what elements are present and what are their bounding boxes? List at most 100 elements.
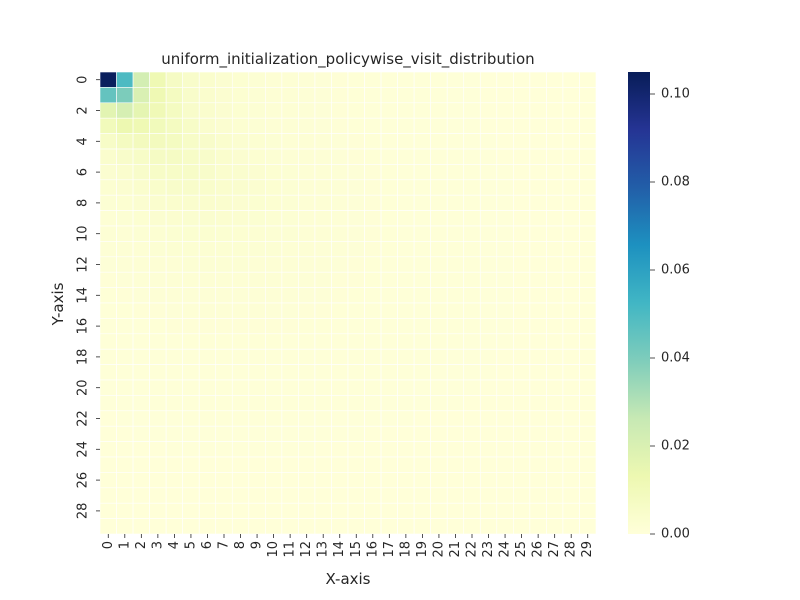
heatmap-cell — [100, 72, 117, 87]
heatmap-cell — [100, 87, 117, 102]
heatmap-cell — [298, 411, 315, 426]
heatmap-cell — [414, 118, 431, 133]
heatmap-cell — [513, 257, 530, 272]
heatmap-cell — [530, 349, 547, 364]
heatmap-cell — [447, 257, 464, 272]
heatmap-cell — [150, 288, 167, 303]
heatmap-cell — [447, 211, 464, 226]
heatmap-cell — [100, 226, 117, 241]
heatmap-cell — [447, 149, 464, 164]
heatmap-cell — [249, 349, 266, 364]
heatmap-cell — [249, 426, 266, 441]
heatmap-cell — [183, 103, 200, 118]
heatmap-cell — [282, 72, 299, 87]
heatmap-cell — [464, 426, 481, 441]
heatmap-cell — [216, 380, 233, 395]
heatmap-cell — [265, 288, 282, 303]
heatmap-cell — [166, 503, 183, 518]
heatmap-cell — [298, 519, 315, 534]
heatmap-cell — [513, 457, 530, 472]
colorbar-tick-label: 0.00 — [661, 527, 690, 542]
heatmap-cell — [183, 303, 200, 318]
heatmap-cell — [513, 272, 530, 287]
heatmap-cell — [365, 118, 382, 133]
heatmap-cell — [530, 257, 547, 272]
y-tick-label: 10 — [76, 225, 91, 242]
heatmap-cell — [414, 288, 431, 303]
heatmap-cell — [398, 519, 415, 534]
x-tick-label: 5 — [183, 541, 198, 549]
colorbar-tick-label: 0.02 — [661, 439, 690, 454]
heatmap-cell — [183, 118, 200, 133]
heatmap-cell — [513, 226, 530, 241]
heatmap-cell — [298, 180, 315, 195]
heatmap-cell — [464, 318, 481, 333]
heatmap-cell — [365, 72, 382, 87]
heatmap-cell — [331, 118, 348, 133]
x-tick-label: 23 — [481, 541, 496, 558]
heatmap-cell — [513, 288, 530, 303]
heatmap-cell — [265, 411, 282, 426]
heatmap-cell — [530, 426, 547, 441]
heatmap-cell — [249, 103, 266, 118]
heatmap-cell — [298, 303, 315, 318]
heatmap-cell — [431, 411, 448, 426]
heatmap-cell — [365, 318, 382, 333]
heatmap-cell — [497, 87, 514, 102]
heatmap-cell — [199, 488, 216, 503]
heatmap-cell — [166, 257, 183, 272]
heatmap-cell — [100, 488, 117, 503]
heatmap-cell — [530, 395, 547, 410]
heatmap-cell — [117, 349, 134, 364]
heatmap-cell — [249, 411, 266, 426]
heatmap-cell — [199, 211, 216, 226]
heatmap-cell — [183, 395, 200, 410]
heatmap-cell — [166, 488, 183, 503]
heatmap-cell — [183, 241, 200, 256]
heatmap-cell — [381, 180, 398, 195]
heatmap-cell — [150, 411, 167, 426]
heatmap-cell — [216, 442, 233, 457]
heatmap-cell — [414, 488, 431, 503]
heatmap-cell — [298, 318, 315, 333]
heatmap-cell — [546, 272, 563, 287]
heatmap-cell — [398, 365, 415, 380]
heatmap-cell — [199, 103, 216, 118]
heatmap-cell — [199, 72, 216, 87]
heatmap-cell — [298, 149, 315, 164]
heatmap-cell — [414, 503, 431, 518]
heatmap-cell — [232, 411, 249, 426]
heatmap-cell — [150, 195, 167, 210]
heatmap-cell — [315, 365, 332, 380]
heatmap-cell — [100, 211, 117, 226]
heatmap-cell — [381, 226, 398, 241]
heatmap-cell — [150, 488, 167, 503]
heatmap-cell — [199, 519, 216, 534]
colorbar-tick-label: 0.10 — [661, 87, 690, 102]
heatmap-cell — [265, 349, 282, 364]
y-tick-label: 24 — [76, 441, 91, 458]
heatmap-cell — [183, 365, 200, 380]
heatmap-cell — [199, 365, 216, 380]
heatmap-cell — [265, 72, 282, 87]
heatmap-cell — [150, 257, 167, 272]
heatmap-cell — [166, 103, 183, 118]
heatmap-cell — [166, 349, 183, 364]
heatmap-cell — [117, 211, 134, 226]
heatmap-cell — [232, 318, 249, 333]
heatmap-cell — [150, 164, 167, 179]
heatmap-cell — [117, 87, 134, 102]
heatmap-cell — [100, 472, 117, 487]
heatmap-cell — [298, 472, 315, 487]
heatmap-cell — [232, 103, 249, 118]
heatmap-cell — [530, 226, 547, 241]
heatmap-cell — [431, 334, 448, 349]
heatmap-cell — [216, 318, 233, 333]
heatmap-cell — [579, 442, 596, 457]
heatmap-cell — [265, 134, 282, 149]
y-tick-label: 18 — [76, 349, 91, 366]
heatmap-cell — [414, 380, 431, 395]
heatmap-cell — [166, 118, 183, 133]
heatmap-cell — [398, 503, 415, 518]
